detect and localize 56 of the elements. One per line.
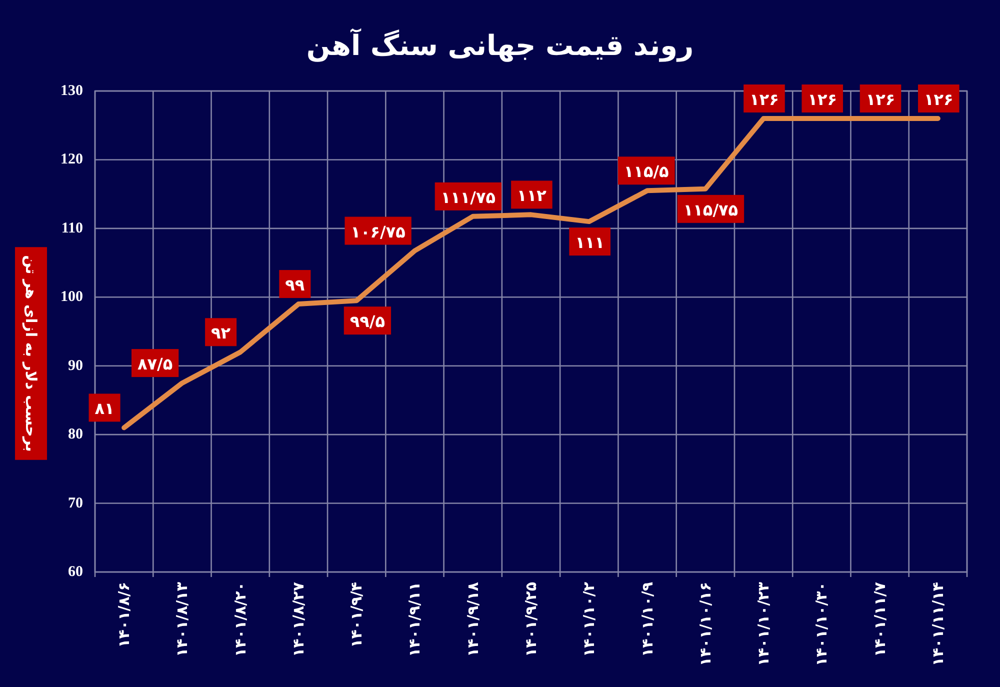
y-tick-label: 70 bbox=[68, 495, 83, 512]
data-label: ۱۱۵/۷۵ bbox=[677, 194, 744, 223]
data-label: ۸۷/۵ bbox=[132, 349, 179, 378]
y-tick-label: 60 bbox=[68, 564, 83, 580]
data-label: ۱۰۶/۷۵ bbox=[350, 222, 406, 242]
y-axis-title: برحسب دلار به ازای هر تن bbox=[15, 247, 47, 460]
data-label: ۱۲۶ bbox=[866, 90, 896, 109]
data-label: ۹۹/۵ bbox=[350, 312, 386, 332]
data-label: ۱۲۶ bbox=[744, 84, 785, 112]
data-label: ۹۲ bbox=[205, 318, 237, 346]
x-tick-label: ۱۴۰۱/۸/۲۰ bbox=[231, 582, 250, 658]
data-label: ۹۹/۵ bbox=[344, 306, 392, 335]
x-tick-label: ۱۴۰۱/۱۰/۲ bbox=[580, 582, 598, 658]
data-label: ۱۲۶ bbox=[808, 90, 838, 109]
x-tick-label: ۱۴۰۱/۱۱/۷ bbox=[870, 582, 889, 658]
x-tick-label: ۱۴۰۱/۹/۴ bbox=[348, 582, 366, 648]
x-tick-label: ۱۴۰۱/۸/۶ bbox=[115, 582, 134, 648]
data-label: ۱۲۶ bbox=[750, 90, 779, 109]
y-tick-label: 90 bbox=[68, 358, 83, 374]
data-label: ۹۹ bbox=[285, 276, 305, 295]
data-label: ۱۲۶ bbox=[802, 84, 844, 112]
x-tick-label: ۱۴۰۱/۱۰/۳۰ bbox=[812, 582, 831, 666]
data-label: ۱۱۲ bbox=[517, 186, 547, 206]
data-label: ۱۱۵/۵ bbox=[618, 156, 675, 185]
y-tick-label: 100 bbox=[60, 289, 83, 306]
x-tick-label: ۱۴۰۱/۱۰/۲۳ bbox=[754, 582, 773, 666]
data-label: ۱۲۶ bbox=[924, 90, 954, 109]
data-label: ۸۱ bbox=[88, 394, 120, 422]
data-label: ۸۱ bbox=[94, 399, 114, 418]
x-tick-label: ۱۴۰۱/۸/۱۳ bbox=[173, 582, 192, 658]
data-label: ۱۲۶ bbox=[860, 84, 902, 112]
data-label: ۱۱۵/۵ bbox=[624, 162, 670, 182]
data-label: ۸۷/۵ bbox=[137, 354, 173, 374]
data-label: ۱۱۱/۷۵ bbox=[440, 188, 496, 207]
x-tick-label: ۱۴۰۱/۱۰/۹ bbox=[638, 582, 656, 658]
data-label: ۹۹ bbox=[279, 270, 311, 298]
data-label: ۱۱۱/۷۵ bbox=[434, 182, 502, 210]
title: روند قیمت جهانی سنگ آهن bbox=[306, 29, 694, 62]
y-tick-label: 110 bbox=[61, 220, 83, 236]
x-tick-label: ۱۴۰۱/۱۰/۱۶ bbox=[696, 582, 714, 666]
x-tick-label: ۱۴۰۱/۹/۱۱ bbox=[406, 582, 424, 658]
data-label: ۹۲ bbox=[211, 324, 231, 343]
data-label: ۱۱۱ bbox=[569, 228, 610, 256]
data-label: ۱۱۱ bbox=[575, 233, 604, 252]
x-tick-label: ۱۴۰۱/۱۱/۱۴ bbox=[928, 582, 947, 666]
y-tick-label: 120 bbox=[60, 152, 83, 168]
x-tick-label: ۱۴۰۱/۸/۲۷ bbox=[289, 582, 308, 658]
data-label: ۱۱۲ bbox=[511, 180, 552, 209]
x-tick-label: ۱۴۰۱/۹/۲۵ bbox=[522, 582, 540, 658]
y-axis-title: برحسب دلار به ازای هر تن bbox=[22, 255, 40, 452]
x-tick-label: ۱۴۰۱/۹/۱۸ bbox=[464, 582, 482, 658]
y-tick-label: 80 bbox=[68, 426, 83, 443]
data-label: ۱۰۶/۷۵ bbox=[344, 216, 412, 245]
data-label: ۱۲۶ bbox=[918, 84, 960, 112]
y-tick-label: 130 bbox=[60, 83, 83, 99]
data-label: ۱۱۵/۷۵ bbox=[683, 200, 738, 220]
